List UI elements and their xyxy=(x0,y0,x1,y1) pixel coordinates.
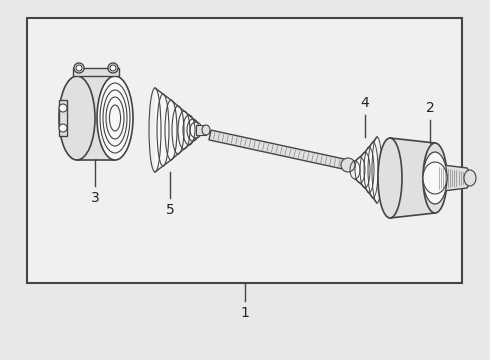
Text: 5: 5 xyxy=(166,203,174,217)
Ellipse shape xyxy=(59,124,67,132)
Ellipse shape xyxy=(59,104,67,112)
Ellipse shape xyxy=(202,125,210,135)
Bar xyxy=(27,18,462,283)
Ellipse shape xyxy=(378,138,402,218)
Text: 2: 2 xyxy=(426,101,434,115)
Polygon shape xyxy=(59,100,67,136)
Polygon shape xyxy=(435,164,473,192)
Ellipse shape xyxy=(97,76,133,160)
Polygon shape xyxy=(155,88,196,172)
Polygon shape xyxy=(209,130,349,170)
Text: 3: 3 xyxy=(91,191,99,205)
Ellipse shape xyxy=(423,162,447,194)
Polygon shape xyxy=(355,137,377,203)
Ellipse shape xyxy=(464,170,476,186)
Text: 1: 1 xyxy=(241,306,249,320)
Ellipse shape xyxy=(423,152,447,204)
Bar xyxy=(196,125,206,135)
Ellipse shape xyxy=(74,63,84,73)
Ellipse shape xyxy=(108,63,118,73)
Text: 4: 4 xyxy=(361,96,369,110)
Ellipse shape xyxy=(423,143,447,213)
Ellipse shape xyxy=(59,76,95,160)
Polygon shape xyxy=(390,138,435,218)
Ellipse shape xyxy=(341,158,355,172)
Polygon shape xyxy=(77,76,115,160)
Polygon shape xyxy=(73,68,119,76)
